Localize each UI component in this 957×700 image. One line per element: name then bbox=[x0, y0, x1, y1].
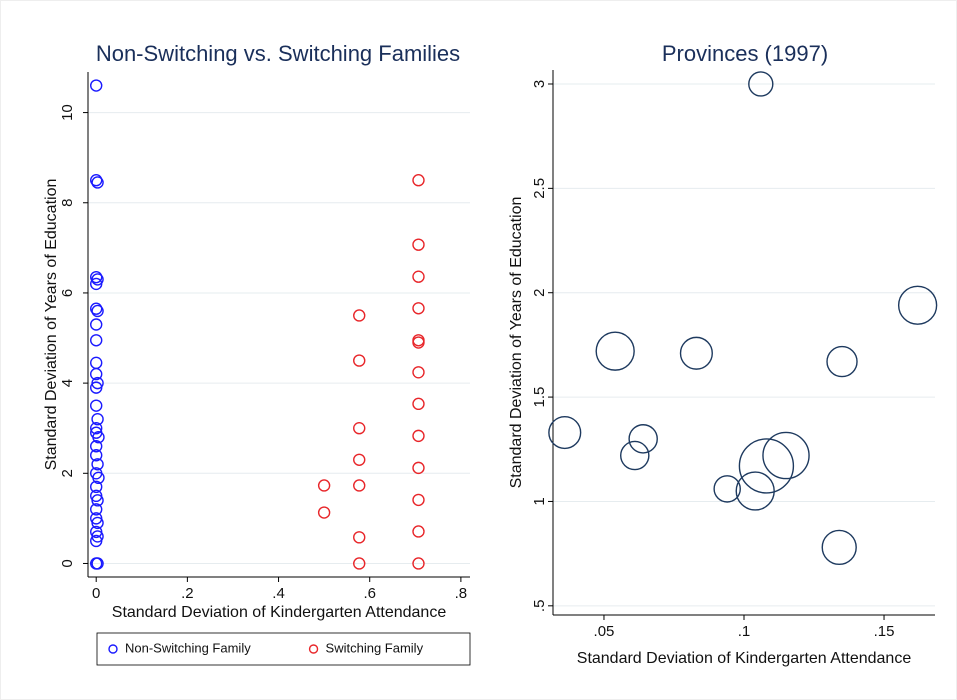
legend-marker bbox=[308, 644, 319, 654]
chart-title: Provinces (1997) bbox=[662, 41, 828, 66]
legend-box bbox=[96, 632, 471, 666]
point bbox=[90, 277, 103, 291]
point bbox=[92, 431, 105, 444]
point bbox=[412, 397, 425, 411]
legend-label: Non-Switching Family bbox=[125, 640, 251, 655]
x-tick-label: .6 bbox=[363, 585, 376, 602]
bubble bbox=[821, 529, 857, 566]
point bbox=[412, 461, 425, 475]
y-tick-label: 8 bbox=[59, 199, 76, 207]
chart-title: Non-Switching vs. Switching Families bbox=[96, 41, 460, 66]
point bbox=[412, 174, 425, 187]
x-tick-label: .1 bbox=[738, 623, 751, 640]
bubble bbox=[826, 345, 858, 378]
bubble bbox=[548, 415, 582, 450]
point bbox=[91, 304, 104, 318]
legend-label: Switching Family bbox=[326, 640, 424, 655]
point bbox=[90, 534, 103, 548]
x-tick-label: .05 bbox=[594, 623, 615, 640]
point bbox=[90, 399, 103, 412]
point bbox=[90, 367, 103, 381]
point bbox=[90, 449, 103, 462]
y-tick-label: 6 bbox=[59, 289, 76, 297]
bubble bbox=[620, 440, 650, 471]
point bbox=[412, 429, 425, 443]
point bbox=[412, 336, 425, 349]
point bbox=[90, 174, 103, 187]
point bbox=[91, 458, 104, 471]
point bbox=[353, 422, 366, 435]
point bbox=[90, 381, 103, 394]
y-tick-label: 0 bbox=[59, 559, 76, 567]
point bbox=[91, 412, 104, 426]
x-tick-label: .15 bbox=[874, 623, 895, 640]
x-tick-label: .4 bbox=[272, 585, 285, 602]
bubble bbox=[762, 431, 810, 480]
point bbox=[91, 516, 104, 530]
bubble bbox=[738, 438, 795, 494]
bubble bbox=[628, 424, 658, 454]
bubble bbox=[679, 336, 713, 370]
point bbox=[90, 503, 103, 516]
y-tick-label: 1.5 bbox=[531, 387, 548, 408]
point bbox=[412, 525, 425, 538]
point bbox=[353, 309, 366, 322]
x-axis-title: Standard Deviation of Kindergarten Atten… bbox=[112, 604, 447, 621]
point bbox=[90, 480, 103, 494]
bubble bbox=[897, 285, 938, 325]
point bbox=[412, 302, 425, 315]
point bbox=[91, 494, 104, 507]
y-tick-label: 2 bbox=[531, 289, 548, 297]
bubble bbox=[748, 71, 774, 97]
point bbox=[91, 176, 104, 189]
y-tick-label: 10 bbox=[59, 104, 76, 121]
point bbox=[90, 440, 103, 453]
y-tick-label: 2.5 bbox=[531, 178, 548, 199]
point bbox=[90, 318, 103, 331]
point bbox=[353, 479, 366, 492]
y-axis-title: Standard Deviation of Years of Education bbox=[508, 197, 525, 489]
point bbox=[353, 453, 366, 466]
point bbox=[90, 302, 103, 315]
point bbox=[90, 422, 103, 435]
point bbox=[90, 334, 103, 347]
point bbox=[90, 270, 103, 284]
y-tick-label: 2 bbox=[59, 469, 76, 477]
point bbox=[353, 557, 366, 570]
legend-marker bbox=[108, 644, 118, 654]
x-axis-title: Standard Deviation of Kindergarten Atten… bbox=[577, 650, 912, 667]
y-tick-label: 3 bbox=[531, 80, 548, 88]
point bbox=[317, 506, 331, 519]
y-tick-label: 1 bbox=[531, 497, 548, 505]
x-tick-label: .2 bbox=[181, 585, 194, 602]
x-tick-label: 0 bbox=[92, 585, 100, 602]
bubble bbox=[595, 331, 635, 371]
bubble bbox=[735, 471, 775, 511]
point bbox=[412, 270, 425, 283]
point bbox=[412, 238, 425, 251]
point bbox=[317, 479, 331, 492]
y-tick-label: .5 bbox=[531, 600, 548, 613]
point bbox=[412, 557, 425, 570]
point bbox=[353, 531, 366, 544]
point bbox=[90, 79, 103, 92]
point bbox=[91, 557, 104, 570]
bubble bbox=[713, 475, 741, 503]
point bbox=[412, 493, 425, 507]
y-axis-title: Standard Deviation of Years of Education bbox=[43, 179, 60, 471]
point bbox=[92, 471, 105, 485]
point bbox=[412, 366, 425, 379]
y-tick-label: 4 bbox=[59, 379, 76, 387]
point bbox=[353, 354, 366, 367]
x-tick-label: .8 bbox=[455, 585, 468, 602]
